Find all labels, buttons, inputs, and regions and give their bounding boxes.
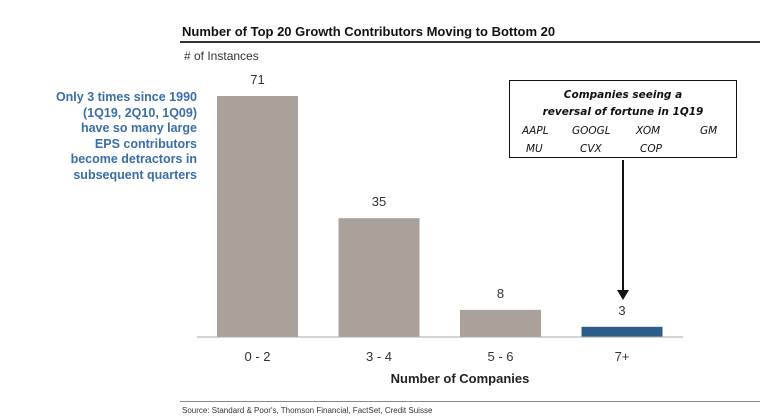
bar-5-6 — [460, 309, 541, 337]
ticker: MU — [526, 143, 543, 155]
y-axis-label: # of Instances — [184, 49, 259, 63]
note-line: (1Q19, 2Q10, 1Q09) — [83, 105, 197, 120]
data-label: 35 — [372, 194, 386, 209]
arrow-head-icon — [617, 290, 629, 300]
x-tick-label: 3 - 4 — [366, 349, 392, 364]
note-line: subsequent quarters — [73, 167, 197, 182]
bar-3-4 — [338, 218, 420, 337]
source-rule — [180, 401, 760, 402]
data-label: 8 — [497, 286, 504, 301]
callout-heading: reversal of fortune in 1Q19 — [542, 106, 704, 118]
bar-7+ — [581, 326, 663, 337]
callout-box: Companies seeing a reversal of fortune i… — [509, 80, 737, 158]
x-tick-label: 0 - 2 — [244, 349, 270, 364]
chart-title: Number of Top 20 Growth Contributors Mov… — [182, 24, 556, 39]
note-line: EPS contributors — [94, 136, 197, 151]
note-line: become detractors in — [70, 152, 197, 166]
data-label: 71 — [250, 72, 264, 87]
title-rule — [180, 41, 760, 43]
note-line: Only 3 times since 1990 — [55, 90, 197, 104]
x-tick-label: 7+ — [615, 349, 630, 364]
x-tick-label: 5 - 6 — [487, 349, 513, 364]
ticker: GOOGL — [572, 125, 611, 137]
bar-0-2 — [217, 96, 298, 337]
ticker: GM — [700, 125, 718, 137]
ticker: CVX — [580, 143, 602, 155]
ticker: AAPL — [522, 125, 549, 137]
callout-heading: Companies seeing a — [563, 89, 683, 101]
x-axis-title: Number of Companies — [390, 371, 530, 386]
ticker: XOM — [636, 125, 661, 137]
data-label: 3 — [618, 303, 625, 318]
ticker: COP — [640, 143, 662, 155]
callout-arrow — [622, 160, 624, 292]
note-line: have so many large — [80, 121, 197, 135]
side-note: Only 3 times since 1990 (1Q19, 2Q10, 1Q0… — [0, 90, 197, 183]
source-note: Source: Standard & Poor's, Thomson Finan… — [182, 406, 433, 415]
